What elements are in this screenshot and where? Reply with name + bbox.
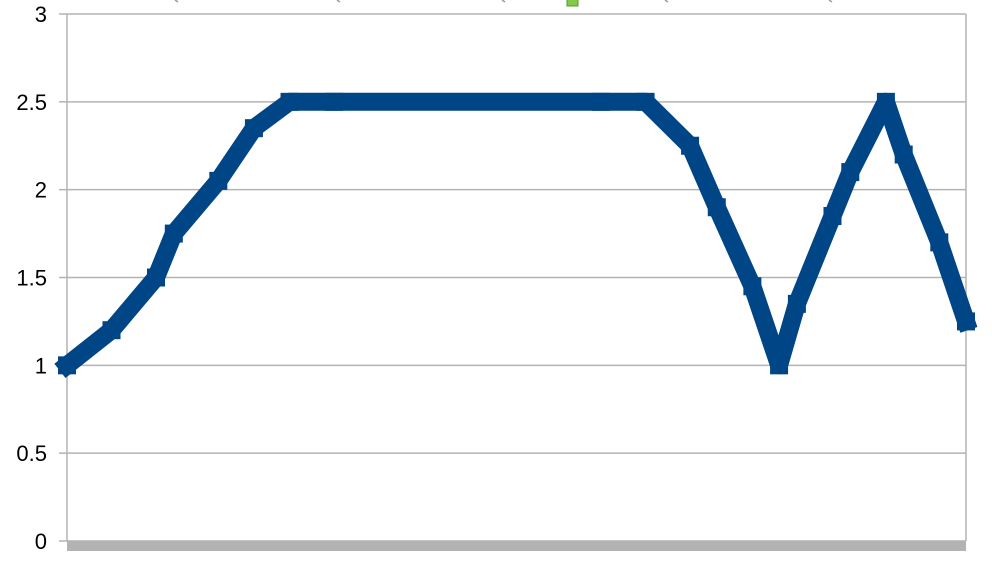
data-point — [957, 312, 975, 331]
y-axis-tick-labels: 0 0.5 1 1.5 2 2.5 3 — [16, 2, 47, 554]
data-point — [743, 277, 762, 296]
data-point — [841, 163, 860, 182]
data-point — [681, 136, 700, 155]
series-line-0 — [54, 92, 978, 378]
data-point — [823, 207, 842, 226]
legend-marker — [566, 0, 579, 7]
y-tick-label: 2.5 — [16, 90, 47, 115]
data-point — [147, 268, 166, 287]
top-edge-tick — [828, 0, 833, 3]
y-tick-label: 0 — [35, 529, 47, 554]
top-edge-tick — [501, 0, 506, 3]
data-point — [876, 92, 895, 111]
top-edge-tick — [336, 0, 341, 3]
x-axis-band — [67, 541, 966, 551]
data-point — [58, 356, 76, 375]
series-layer — [54, 92, 978, 378]
data-point — [894, 145, 913, 164]
top-edge-tick — [174, 0, 179, 3]
decorations — [174, 0, 833, 7]
data-point — [930, 233, 949, 252]
y-tick-label: 0.5 — [16, 441, 47, 466]
y-tick-label: 3 — [35, 2, 47, 27]
data-point — [164, 224, 183, 243]
data-point — [280, 92, 299, 111]
data-point — [787, 294, 806, 313]
data-point — [325, 92, 344, 111]
top-edge-tick — [664, 0, 669, 3]
y-tick-label: 1.5 — [16, 266, 47, 291]
y-tick-label: 1 — [35, 353, 47, 378]
data-point — [102, 321, 121, 340]
data-point — [770, 356, 789, 375]
data-point — [209, 171, 228, 190]
axes — [59, 13, 967, 551]
data-point — [244, 119, 263, 138]
data-point — [592, 92, 611, 111]
data-point — [636, 92, 655, 111]
data-point — [707, 198, 726, 217]
y-tick-label: 2 — [35, 178, 47, 203]
